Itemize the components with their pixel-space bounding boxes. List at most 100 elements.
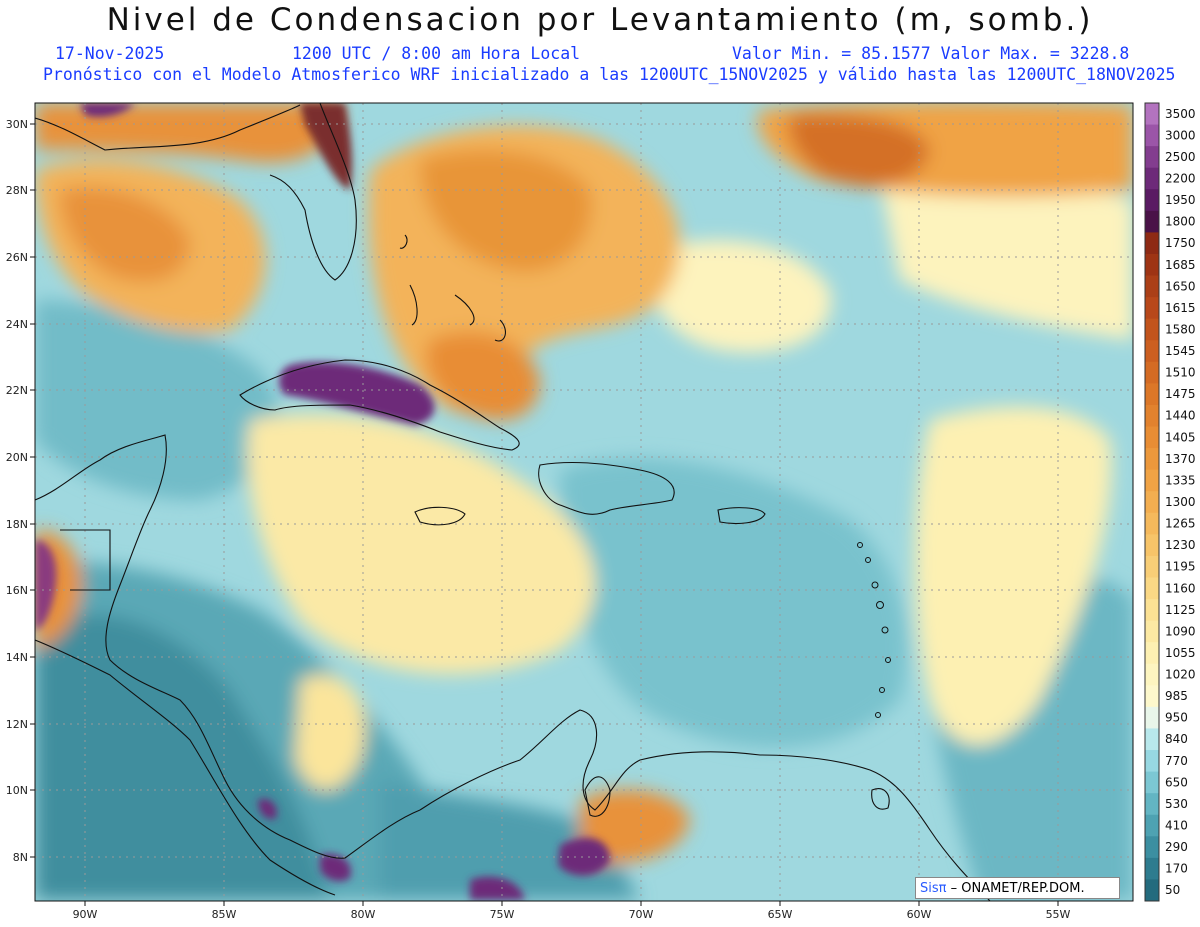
lon-label: 90W <box>73 908 98 921</box>
colorbar-swatch <box>1145 706 1159 729</box>
colorbar-label: 770 <box>1165 754 1188 768</box>
lon-label: 55W <box>1046 908 1071 921</box>
colorbar-label: 1300 <box>1165 495 1196 509</box>
colorbar-swatch <box>1145 599 1159 622</box>
colorbar-label: 290 <box>1165 840 1188 854</box>
colorbar-swatch <box>1145 426 1159 449</box>
colorbar-label: 1265 <box>1165 517 1196 531</box>
colorbar-swatch <box>1145 383 1159 406</box>
colorbar-label: 1580 <box>1165 322 1196 336</box>
colorbar-swatch <box>1145 210 1159 233</box>
colorbar: 3500 3000 2500 2200 1950 1800 1750 1685 1650 1615… <box>1144 102 1196 902</box>
colorbar-label: 50 <box>1165 883 1180 897</box>
colorbar-swatch <box>1145 771 1159 794</box>
min-max-values: Valor Min. = 85.1577 Valor Max. = 3228.8 <box>732 44 1130 63</box>
colorbar-label: 1510 <box>1165 366 1196 380</box>
lat-label: 30N <box>6 118 28 131</box>
colorbar-label: 1195 <box>1165 560 1196 574</box>
credit-text: – ONAMET/REP.DOM. <box>946 881 1085 896</box>
credit-box: Sisπ – ONAMET/REP.DOM. <box>915 877 1120 899</box>
colorbar-swatch <box>1145 728 1159 751</box>
forecast-time: 1200 UTC / 8:00 am Hora Local <box>292 44 581 63</box>
lesser-antilles <box>857 542 891 718</box>
lon-label: 85W <box>212 908 237 921</box>
model-description: Pronóstico con el Modelo Atmosferico WRF… <box>43 65 1176 84</box>
lat-label: 10N <box>6 784 28 797</box>
colorbar-swatch <box>1145 512 1159 535</box>
colorbar-label: 1055 <box>1165 646 1196 660</box>
lat-label: 22N <box>6 384 28 397</box>
colorbar-swatch <box>1145 620 1159 643</box>
colorbar-label: 840 <box>1165 732 1188 746</box>
forecast-date: 17-Nov-2025 <box>55 44 165 63</box>
colorbar-swatch <box>1145 167 1159 190</box>
colorbar-swatch <box>1145 577 1159 600</box>
colorbar-swatch <box>1145 793 1159 816</box>
lat-label: 18N <box>6 518 28 531</box>
colorbar-swatch <box>1145 124 1159 147</box>
lat-label: 26N <box>6 251 28 264</box>
colorbar-label: 170 <box>1165 862 1188 876</box>
colorbar-label: 2500 <box>1165 150 1196 164</box>
colorbar-swatch <box>1145 491 1159 514</box>
colorbar-label: 1160 <box>1165 581 1196 595</box>
colorbar-label: 1615 <box>1165 301 1196 315</box>
lat-label: 14N <box>6 651 28 664</box>
colorbar-swatch <box>1145 275 1159 298</box>
colorbar-swatch <box>1145 253 1159 277</box>
colorbar-label: 1090 <box>1165 624 1196 638</box>
colorbar-swatch <box>1145 534 1159 557</box>
colorbar-swatch <box>1145 103 1159 126</box>
plot-frame <box>34 102 1134 902</box>
colorbar-label: 3500 <box>1165 107 1196 121</box>
lon-label: 65W <box>768 908 793 921</box>
colorbar-label: 1230 <box>1165 538 1196 552</box>
colorbar-label: 410 <box>1165 819 1188 833</box>
shaded-field <box>35 103 1133 901</box>
lat-label: 24N <box>6 318 28 331</box>
lat-label: 20N <box>6 451 28 464</box>
colorbar-frame <box>1144 102 1160 902</box>
lat-label: 16N <box>6 584 28 597</box>
colorbar-label: 1440 <box>1165 409 1196 423</box>
colorbar-label: 1950 <box>1165 193 1196 207</box>
colorbar-swatch <box>1145 814 1159 837</box>
coastlines <box>35 103 991 901</box>
colorbar-label: 1020 <box>1165 668 1196 682</box>
colorbar-label: 985 <box>1165 689 1188 703</box>
colorbar-label: 650 <box>1165 775 1188 789</box>
colorbar-label: 1750 <box>1165 236 1196 250</box>
colorbar-swatch <box>1145 318 1159 341</box>
lat-label: 12N <box>6 718 28 731</box>
colorbar-swatch <box>1145 340 1159 363</box>
lat-label: 8N <box>13 851 28 864</box>
lon-label: 70W <box>629 908 654 921</box>
lon-label: 80W <box>351 908 376 921</box>
colorbar-swatch <box>1145 448 1159 471</box>
colorbar-label: 1125 <box>1165 603 1196 617</box>
colorbar-label: 1475 <box>1165 387 1196 401</box>
colorbar-label: 1800 <box>1165 215 1196 229</box>
lat-label: 28N <box>6 184 28 197</box>
colorbar-label: 2200 <box>1165 171 1196 185</box>
colorbar-swatch <box>1145 642 1159 665</box>
graticule <box>35 103 1133 901</box>
colorbar-swatch <box>1145 189 1159 212</box>
lon-label: 75W <box>490 908 515 921</box>
colorbar-swatch <box>1145 750 1159 773</box>
colorbar-label: 530 <box>1165 797 1188 811</box>
colorbar-swatch <box>1145 361 1159 384</box>
map-title: Nivel de Condensacion por Levantamiento … <box>106 2 1094 38</box>
colorbar-label: 1335 <box>1165 473 1196 487</box>
colorbar-swatch <box>1145 857 1159 880</box>
colorbar-swatch <box>1145 232 1159 255</box>
colorbar-label: 1650 <box>1165 279 1196 293</box>
colorbar-label: 1405 <box>1165 430 1196 444</box>
colorbar-swatch <box>1145 555 1159 578</box>
lon-label: 60W <box>907 908 932 921</box>
colorbar-label: 1685 <box>1165 258 1196 272</box>
colorbar-swatch <box>1145 879 1159 902</box>
colorbar-swatch <box>1145 469 1159 492</box>
colorbar-swatch <box>1145 146 1159 169</box>
